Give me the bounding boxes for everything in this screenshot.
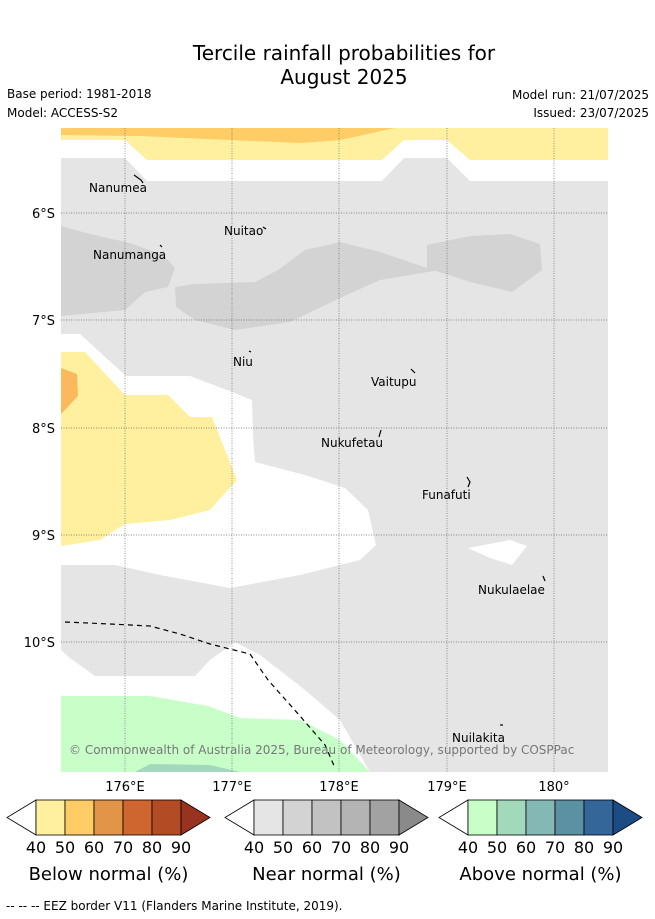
island-nukufetau-shape bbox=[378, 429, 382, 438]
island-nanumanga-shape bbox=[159, 244, 163, 248]
below-normal-colorbar: 40 50 60 70 80 90 Below normal (%) bbox=[6, 799, 211, 885]
lat-label-6s: 6°S bbox=[32, 207, 55, 222]
lon-label-178e: 178°E bbox=[319, 780, 359, 795]
below-normal-colorbar-title: Below normal (%) bbox=[29, 864, 189, 885]
near-normal-swatch-2 bbox=[282, 799, 313, 836]
near-normal-tick-90: 90 bbox=[389, 838, 409, 857]
above-normal-colorbar-title: Above normal (%) bbox=[459, 864, 621, 885]
near-normal-tick-60: 60 bbox=[302, 838, 322, 857]
lat-label-8s: 8°S bbox=[32, 422, 55, 437]
near-normal-tick-50: 50 bbox=[273, 838, 293, 857]
below-normal-tick-50: 50 bbox=[55, 838, 75, 857]
lon-label-176e: 176°E bbox=[105, 780, 145, 795]
near-normal-colorbar-title: Near normal (%) bbox=[252, 864, 401, 885]
near-normal-swatch-5 bbox=[369, 799, 400, 836]
below-normal-50-region-west bbox=[61, 368, 78, 414]
graticule bbox=[61, 128, 608, 772]
above-normal-tick-60: 60 bbox=[516, 838, 536, 857]
island-label-nukufetau: Nukufetau bbox=[321, 436, 383, 450]
below-normal-extend-high bbox=[180, 799, 211, 836]
above-normal-swatch-3 bbox=[525, 799, 556, 836]
near-normal-50-region-east bbox=[427, 234, 542, 292]
base-period: Base period: 1981-2018 bbox=[7, 87, 152, 101]
model-run: Model run: 21/07/2025 bbox=[511, 88, 649, 102]
island-nuitao-shape bbox=[262, 226, 267, 230]
island-label-nanumea: Nanumea bbox=[89, 181, 147, 195]
near-normal-swatch-3 bbox=[311, 799, 342, 836]
island-funafuti-shape bbox=[466, 476, 471, 488]
above-normal-swatch-1 bbox=[467, 799, 498, 836]
near-normal-extend-high bbox=[398, 799, 429, 836]
eez-footnote: -- -- -- EEZ border V11 (Flanders Marine… bbox=[6, 899, 343, 913]
below-normal-swatch-3 bbox=[93, 799, 124, 836]
above-normal-extend-high bbox=[612, 799, 643, 836]
lon-label-180: 180° bbox=[538, 780, 569, 795]
below-normal-tick-80: 80 bbox=[142, 838, 162, 857]
above-normal-tick-40: 40 bbox=[458, 838, 478, 857]
island-label-nuilakita: Nuilakita bbox=[452, 731, 505, 745]
near-normal-swatch-4 bbox=[340, 799, 371, 836]
above-normal-50-region bbox=[135, 764, 240, 772]
near-normal-swatch-1 bbox=[253, 799, 284, 836]
above-normal-extend-low bbox=[438, 799, 469, 836]
lon-label-179e: 179°E bbox=[427, 780, 467, 795]
below-normal-tick-40: 40 bbox=[26, 838, 46, 857]
below-normal-swatch-2 bbox=[64, 799, 95, 836]
below-normal-swatch-4 bbox=[122, 799, 153, 836]
near-normal-colorbar: 40 50 60 70 80 90 Near normal (%) bbox=[224, 799, 429, 885]
near-normal-50-region-west bbox=[61, 226, 175, 316]
no-signal-patch bbox=[468, 540, 527, 565]
title-line-1: Tercile rainfall probabilities for bbox=[192, 41, 496, 65]
map-area: Nanumea Nuitao Nanumanga Niu Vaitupu Nuk… bbox=[61, 128, 608, 772]
issued-date: Issued: 23/07/2025 bbox=[533, 106, 649, 120]
above-normal-swatch-4 bbox=[554, 799, 585, 836]
below-normal-swatch-5 bbox=[151, 799, 182, 836]
island-label-funafuti: Funafuti bbox=[422, 488, 471, 502]
below-normal-swatch-1 bbox=[35, 799, 66, 836]
island-niu-shape bbox=[248, 350, 252, 353]
island-label-nanumanga: Nanumanga bbox=[93, 248, 166, 262]
near-normal-tick-40: 40 bbox=[244, 838, 264, 857]
below-normal-50-region-north bbox=[61, 128, 395, 143]
above-normal-colorbar: 40 50 60 70 80 90 Above normal (%) bbox=[438, 799, 643, 885]
above-normal-tick-50: 50 bbox=[487, 838, 507, 857]
island-label-nukulaelae: Nukulaelae bbox=[478, 583, 545, 597]
island-label-nuitao: Nuitao bbox=[224, 224, 263, 238]
island-shapes bbox=[133, 174, 546, 726]
above-normal-tick-70: 70 bbox=[545, 838, 565, 857]
model-name: Model: ACCESS-S2 bbox=[7, 106, 119, 120]
map-title: Tercile rainfall probabilities for Augus… bbox=[0, 41, 655, 89]
below-normal-tick-60: 60 bbox=[84, 838, 104, 857]
near-normal-tick-80: 80 bbox=[360, 838, 380, 857]
below-normal-tick-70: 70 bbox=[113, 838, 133, 857]
lat-label-9s: 9°S bbox=[32, 529, 55, 544]
island-label-vaitupu: Vaitupu bbox=[371, 375, 417, 389]
above-normal-tick-80: 80 bbox=[574, 838, 594, 857]
near-normal-extend-low bbox=[224, 799, 255, 836]
title-line-2: August 2025 bbox=[280, 65, 408, 89]
near-normal-tick-70: 70 bbox=[331, 838, 351, 857]
below-normal-tick-90: 90 bbox=[171, 838, 191, 857]
below-normal-extend-low bbox=[6, 799, 37, 836]
near-normal-50-region-central bbox=[175, 242, 440, 330]
lat-label-7s: 7°S bbox=[32, 314, 55, 329]
island-nanumea-shape bbox=[133, 174, 144, 184]
above-normal-tick-90: 90 bbox=[603, 838, 623, 857]
island-label-niu: Niu bbox=[233, 355, 253, 369]
colorbar-legend: 40 50 60 70 80 90 Below normal (%) 40 50 60 70 80 90… bbox=[6, 799, 643, 885]
island-nukulaelae-shape bbox=[542, 575, 546, 582]
above-normal-swatch-5 bbox=[583, 799, 614, 836]
island-vaitupu-shape bbox=[410, 368, 416, 374]
above-normal-40-region bbox=[61, 696, 370, 772]
eez-border-line bbox=[64, 621, 336, 769]
above-normal-swatch-2 bbox=[496, 799, 527, 836]
lon-label-177e: 177°E bbox=[212, 780, 252, 795]
copyright-notice: © Commonwealth of Australia 2025, Bureau… bbox=[69, 743, 574, 757]
below-normal-40-region-west bbox=[61, 352, 237, 546]
lat-label-10s: 10°S bbox=[24, 636, 55, 651]
